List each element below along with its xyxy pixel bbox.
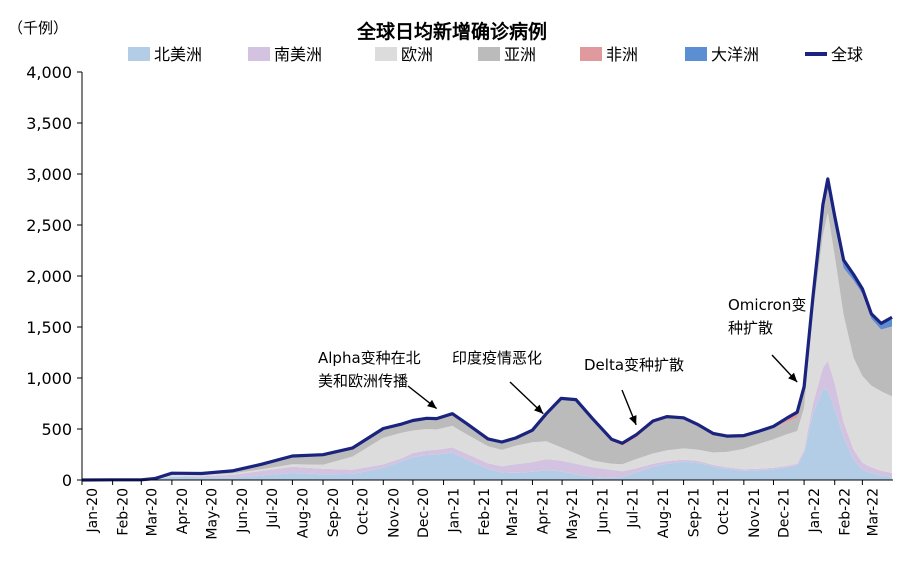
x-tick-label: Nov-20	[386, 488, 402, 538]
annotation-arrowhead	[788, 372, 798, 383]
line-series-total	[81, 177, 893, 482]
x-tick-label: Apr-21	[535, 488, 551, 534]
x-tick-label: Jul-20	[265, 488, 281, 529]
axes	[81, 72, 893, 481]
x-tick-label: Aug-20	[295, 488, 311, 538]
y-tick-label: 4,000	[26, 63, 72, 82]
y-tick-label: 3,000	[26, 165, 72, 184]
x-tick-label: Jun-20	[235, 488, 251, 534]
x-tick-label: Jan-20	[85, 488, 101, 533]
y-tick-label: 500	[41, 420, 72, 439]
annotation-text: Alpha变种在北	[318, 349, 421, 367]
chart-title: 全球日均新增确诊病例	[356, 20, 547, 43]
y-tick-label: 1,500	[26, 318, 72, 337]
total-line	[81, 177, 893, 482]
x-tick-label: Nov-21	[747, 488, 763, 538]
legend-swatch	[685, 47, 707, 61]
x-tick-label: Feb-20	[116, 488, 132, 536]
y-tick-label: 0	[62, 471, 72, 490]
x-tick-label: Dec-20	[416, 488, 432, 538]
x-tick-label: Feb-22	[838, 488, 854, 536]
x-tick-label: Mar-21	[505, 488, 521, 536]
annotation-text: 种扩散	[728, 319, 773, 337]
x-tick-label: Feb-21	[477, 488, 493, 536]
y-axis-ticks: 0 500 1,000 1,500 2,000 2,500 3,000 3,500 4,000	[26, 63, 82, 490]
annotation-text: 印度疫情恶化	[452, 349, 542, 367]
x-tick-label: Sep-21	[687, 488, 703, 537]
legend-label: 非洲	[606, 45, 638, 64]
legend-swatch	[248, 47, 270, 61]
x-tick-label: Jun-21	[596, 488, 612, 534]
x-tick-label: Sep-20	[326, 488, 342, 537]
x-tick-label: Jan-21	[447, 488, 463, 533]
annotation-arrowhead	[629, 415, 637, 425]
x-tick-label: Dec-21	[776, 488, 792, 538]
x-tick-label: May-21	[565, 488, 581, 540]
legend-label: 北美洲	[154, 45, 202, 64]
x-tick-label: Mar-20	[144, 488, 160, 536]
y-tick-label: 3,500	[26, 114, 72, 133]
y-tick-label: 2,500	[26, 216, 72, 235]
legend-swatch	[580, 47, 602, 61]
legend-label: 南美洲	[274, 45, 322, 64]
legend-label: 大洋洲	[711, 45, 759, 64]
area-series	[82, 178, 892, 481]
annotation-arrowhead	[427, 399, 437, 409]
x-tick-label: Jul-21	[625, 488, 641, 529]
x-tick-label: May-20	[205, 488, 221, 540]
annotation-text: 美和欧洲传播	[318, 372, 408, 390]
y-tick-label: 1,000	[26, 369, 72, 388]
x-tick-label: Mar-22	[865, 488, 881, 536]
legend-swatch	[478, 47, 500, 61]
x-tick-label: Oct-20	[356, 488, 372, 535]
legend-label: 全球	[831, 45, 863, 64]
annotation-text: Delta变种扩散	[584, 356, 684, 374]
area-0	[82, 388, 892, 480]
legend-label: 欧洲	[401, 45, 433, 64]
x-tick-label: Jan-22	[807, 488, 823, 533]
y-tick-label: 2,000	[26, 267, 72, 286]
legend: 北美洲 南美洲 欧洲 亚洲 非洲 大洋洲 全球	[128, 45, 863, 64]
x-tick-label: Aug-21	[656, 488, 672, 538]
annotation-arrowhead	[534, 404, 544, 414]
x-tick-label: Oct-21	[716, 488, 732, 535]
annotation-text: Omicron变	[728, 296, 806, 314]
legend-swatch	[375, 47, 397, 61]
legend-swatch	[128, 47, 150, 61]
x-axis-ticks: Jan-20 Feb-20 Mar-20 Apr-20 May-20 Jun-20 Jul-…	[81, 480, 881, 540]
y-unit-label: （千例）	[8, 19, 68, 37]
legend-label: 亚洲	[504, 45, 536, 64]
x-tick-label: Apr-20	[175, 488, 191, 534]
